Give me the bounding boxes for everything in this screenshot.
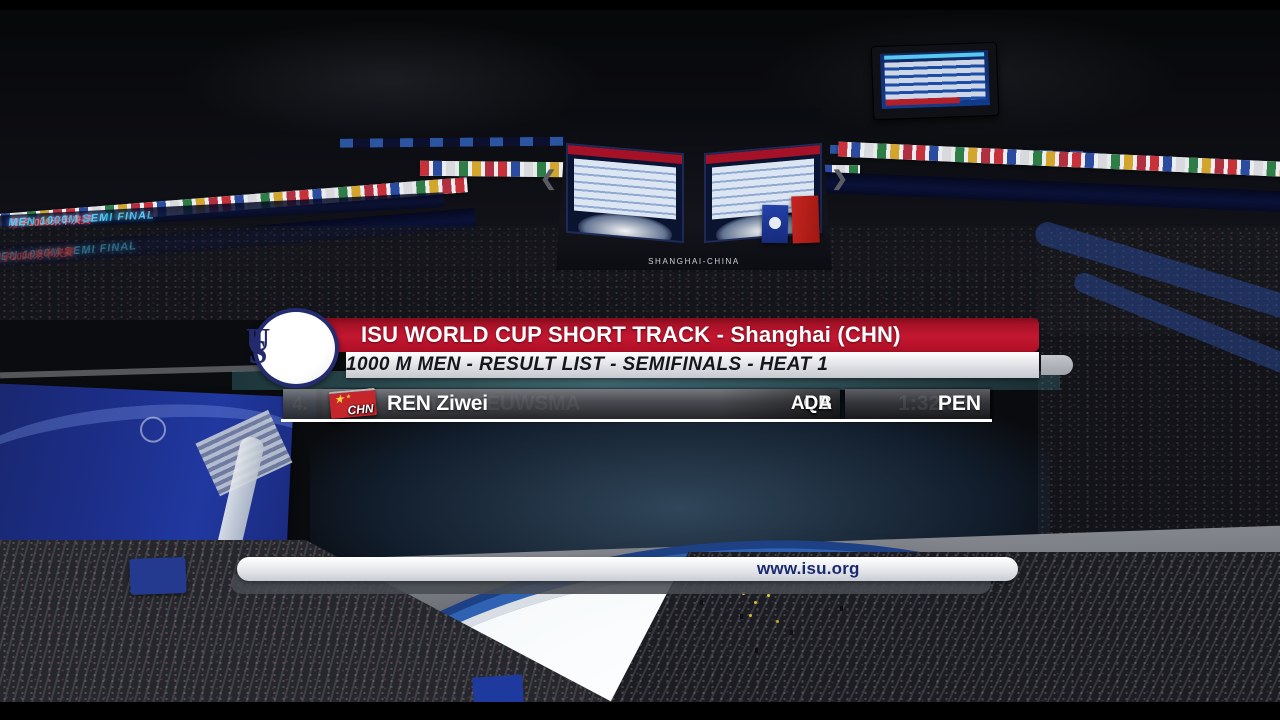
country-code: CHN (346, 401, 375, 418)
row-separator (281, 419, 992, 422)
ceiling-glow (180, 20, 600, 140)
venue-label: SHANGHAI-CHINA (648, 257, 740, 266)
isu-website-url: www.isu.org (757, 559, 860, 578)
result-row-5: CHN REN Ziwei PEN (281, 388, 992, 422)
overlay-header: ISU WORLD CUP SHORT TRACK - Shanghai (CH… (311, 318, 1039, 352)
time-value: PEN (845, 389, 990, 419)
official-figures (700, 600, 703, 605)
qualification-status: QA (803, 393, 833, 414)
crowd-stands (1038, 230, 1280, 565)
qualification-status: QB (803, 393, 833, 414)
chevron-right-icon: ❯ (831, 168, 848, 190)
letterbox-bottom (0, 702, 1280, 720)
subheader-end-tab (1041, 355, 1073, 375)
chevron-left-icon: ❮ (540, 168, 557, 190)
qualification-status: QA (803, 393, 833, 414)
race-subtitle: 1000 M MEN - RESULT LIST - SEMIFINALS - … (346, 354, 829, 375)
event-title: ISU WORLD CUP SHORT TRACK - Shanghai (CH… (361, 322, 901, 347)
overlay-subheader: 1000 M MEN - RESULT LIST - SEMIFINALS - … (346, 352, 1039, 378)
athlete-bar: CHN REN Ziwei (283, 388, 840, 419)
flag-chn-icon: CHN (328, 388, 378, 419)
isu-logo-text: I (251, 322, 264, 359)
letterbox-top (0, 0, 1280, 10)
footer-bar: www.isu.org (237, 557, 1018, 581)
qualification-status: ADA (790, 393, 832, 414)
athlete-name: REN Ziwei (387, 392, 488, 415)
